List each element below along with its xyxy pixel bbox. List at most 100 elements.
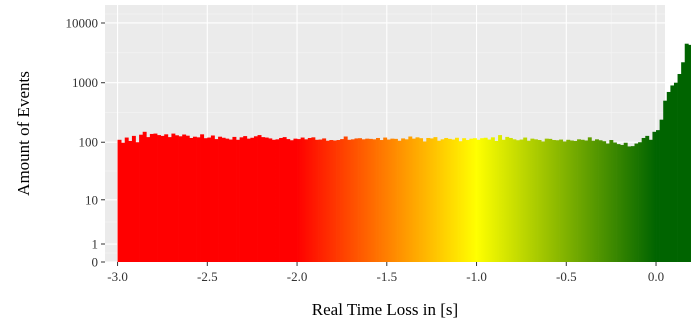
histogram-bar <box>541 141 546 262</box>
histogram-bar <box>440 139 445 262</box>
histogram-bar <box>300 137 305 262</box>
histogram-bar <box>573 140 578 262</box>
histogram-bar <box>239 137 244 262</box>
histogram-bar <box>616 144 621 262</box>
histogram-bar <box>178 136 183 262</box>
histogram-bar <box>451 139 456 262</box>
histogram-bar <box>135 142 140 262</box>
histogram-bar <box>350 139 355 262</box>
histogram-bar <box>315 139 319 262</box>
histogram-bar <box>117 139 122 262</box>
x-tick-label: -0.5 <box>556 269 577 284</box>
histogram-bar <box>548 138 553 262</box>
y-tick-label: 10000 <box>66 15 99 30</box>
histogram-bar <box>411 138 416 262</box>
histogram-bar <box>200 134 205 262</box>
histogram-bar <box>153 133 158 262</box>
histogram-bar <box>379 140 384 262</box>
histogram-bar <box>189 137 194 262</box>
histogram-bar <box>577 139 581 262</box>
histogram-bar <box>422 141 427 262</box>
histogram-bar <box>124 137 129 262</box>
histogram-bar <box>376 137 380 262</box>
histogram-bar <box>487 139 492 262</box>
histogram-bar <box>408 136 413 262</box>
histogram-bar <box>297 139 301 262</box>
histogram-bar <box>142 131 147 262</box>
histogram-bar <box>508 137 513 262</box>
histogram-bar <box>365 138 370 262</box>
histogram-bar <box>214 139 219 262</box>
histogram-bar <box>128 140 133 262</box>
histogram-bar <box>171 133 176 262</box>
histogram-bar <box>437 140 441 262</box>
histogram-bar <box>160 135 165 262</box>
histogram-bar <box>663 100 668 263</box>
histogram-bar <box>336 140 341 262</box>
histogram-bar <box>605 143 610 262</box>
histogram-bar <box>551 140 556 262</box>
histogram-bar <box>494 140 499 262</box>
histogram-bar <box>609 140 614 262</box>
histogram-bar <box>397 140 402 262</box>
histogram-bar <box>329 140 334 262</box>
x-tick-label: -1.5 <box>376 269 397 284</box>
histogram-bar <box>361 139 366 262</box>
histogram-bar <box>537 140 542 262</box>
histogram-bar <box>612 142 617 262</box>
histogram-bar <box>332 140 337 262</box>
histogram-bar <box>185 135 190 262</box>
y-tick-label: 100 <box>79 135 99 150</box>
histogram-bar <box>261 137 266 262</box>
histogram-bar <box>666 91 671 263</box>
y-axis-title: Amount of Events <box>14 71 33 196</box>
histogram-bar <box>580 139 585 262</box>
histogram-bar <box>684 43 689 263</box>
histogram-bar <box>641 137 646 262</box>
histogram-bar <box>476 139 481 262</box>
histogram-bar <box>257 135 262 262</box>
histogram-bar <box>221 137 226 262</box>
histogram-bar <box>458 141 463 262</box>
histogram-bar <box>243 136 248 262</box>
histogram-bar <box>225 138 230 262</box>
x-tick-label: 0.0 <box>648 269 664 284</box>
histogram-bar <box>627 146 632 262</box>
histogram-bar <box>192 136 197 262</box>
histogram-bar <box>404 139 409 262</box>
histogram-bar <box>164 134 169 262</box>
histogram-bar <box>347 139 352 262</box>
histogram-bar <box>322 138 327 262</box>
histogram-bar <box>681 62 686 262</box>
histogram-bar <box>505 136 510 262</box>
histogram-bar <box>372 139 377 262</box>
histogram-bar <box>289 140 294 262</box>
histogram-bar <box>121 142 126 262</box>
histogram-bar <box>591 140 596 262</box>
histogram-bar <box>455 137 459 262</box>
histogram-bar <box>167 137 172 262</box>
histogram-bar <box>444 137 449 262</box>
histogram-bars <box>117 43 691 263</box>
histogram-bar <box>544 138 549 262</box>
histogram-bar <box>139 134 144 262</box>
histogram-bar <box>533 139 538 262</box>
x-axis-title: Real Time Loss in [s] <box>312 300 458 319</box>
histogram-bar <box>519 139 524 262</box>
histogram-bar <box>207 137 212 262</box>
histogram-bar <box>149 133 154 262</box>
histogram-bar <box>429 138 434 262</box>
histogram-bar <box>562 141 567 262</box>
histogram-bar <box>659 119 664 262</box>
histogram-bar <box>218 136 223 262</box>
histogram-bar <box>469 138 474 262</box>
x-tick-label: -2.5 <box>197 269 218 284</box>
histogram-bar <box>293 138 298 262</box>
histogram-bar <box>415 137 420 262</box>
histogram-bar <box>358 138 363 262</box>
histogram-bar <box>559 139 564 262</box>
histogram-bar <box>620 144 625 262</box>
histogram-bar <box>383 137 388 262</box>
histogram-bar <box>501 139 506 262</box>
